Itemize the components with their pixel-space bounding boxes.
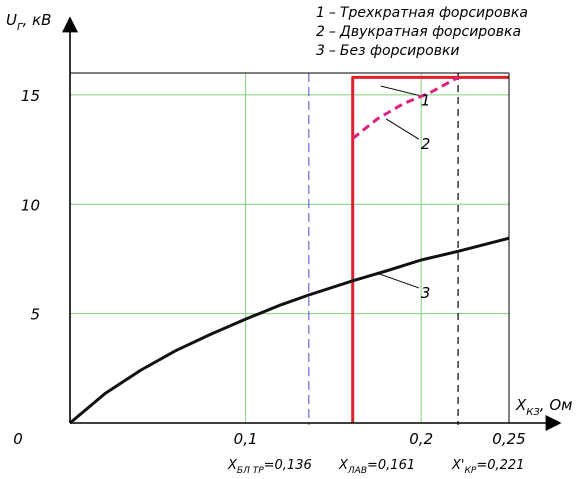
- marker-label-sub-lav: ЛАВ: [347, 466, 367, 476]
- x-tick-label-2: 0,25: [492, 430, 525, 448]
- y-axis-label-sub: Г: [17, 22, 24, 33]
- marker-label-value-lav: =0,161: [367, 458, 415, 473]
- series-layer: [69, 75, 510, 425]
- origin-label: 0: [13, 430, 23, 448]
- y-tick-label-2: 15: [21, 87, 40, 105]
- legend-item-text-2: Двукратная форсировка: [339, 24, 521, 40]
- legend-item-number-3: 3: [316, 43, 325, 59]
- x-axis-label-unit: , Ом: [540, 396, 573, 414]
- legend-item-dash-2: –: [329, 24, 336, 40]
- x-axis-label: XКЗ, Ом: [515, 396, 572, 418]
- marker-label-main-kr: X': [451, 458, 464, 473]
- marker-label-lav: XЛАВ=0,161: [338, 458, 415, 476]
- marker-label-value-bl: =0,136: [264, 458, 312, 473]
- marker-label-sub-kr: КР: [464, 466, 476, 476]
- curve-label-1: 1: [421, 91, 431, 109]
- axis-layer: [62, 16, 562, 431]
- curve-leader-3: [377, 272, 420, 289]
- curve-label-2: 2: [421, 135, 431, 153]
- legend-item-number-1: 1: [316, 5, 325, 21]
- legend-item-text-1: Трехкратная форсировка: [340, 5, 528, 21]
- x-tick-label-0: 0,1: [234, 430, 258, 448]
- legend-item-dash-1: –: [329, 5, 336, 21]
- legend-item-number-2: 2: [316, 24, 325, 40]
- legend-item-3: 3– Без форсировки: [316, 43, 460, 59]
- grid-layer: [70, 73, 510, 423]
- marker-label-main-bl: X: [227, 458, 238, 473]
- curve-leader-2: [385, 118, 420, 140]
- legend-item-dash-3: –: [329, 43, 336, 59]
- y-tick-label-1: 10: [21, 196, 40, 214]
- series-line-2: [351, 76, 459, 140]
- marker-label-kr: X'КР=0,221: [451, 458, 524, 476]
- series-line-1: [351, 75, 509, 423]
- legend-item-text-3: Без форсировки: [340, 43, 460, 59]
- legend-item-2: 2– Двукратная форсировка: [316, 24, 521, 40]
- y-tick-label-0: 5: [30, 306, 40, 324]
- x-axis-label-sub: КЗ: [526, 407, 540, 418]
- x-axis-label-main: X: [515, 396, 527, 414]
- marker-label-sub-bl: БЛ ТР: [237, 466, 264, 476]
- marker-layer: [308, 73, 459, 425]
- curve-label-3: 3: [421, 284, 431, 302]
- marker-label-bl: XБЛ ТР=0,136: [227, 458, 312, 476]
- series-line-3: [69, 236, 510, 425]
- x-tick-label-1: 0,2: [409, 430, 433, 448]
- legend-item-1: 1– Трехкратная форсировка: [316, 5, 528, 21]
- y-axis-label: UГ, кВ: [6, 11, 51, 33]
- marker-label-value-kr: =0,221: [476, 458, 524, 473]
- y-axis-label-main: U: [6, 11, 17, 29]
- y-axis-label-unit: , кВ: [23, 11, 52, 29]
- marker-label-main-lav: X: [338, 458, 349, 473]
- curve-leader-1: [380, 85, 420, 96]
